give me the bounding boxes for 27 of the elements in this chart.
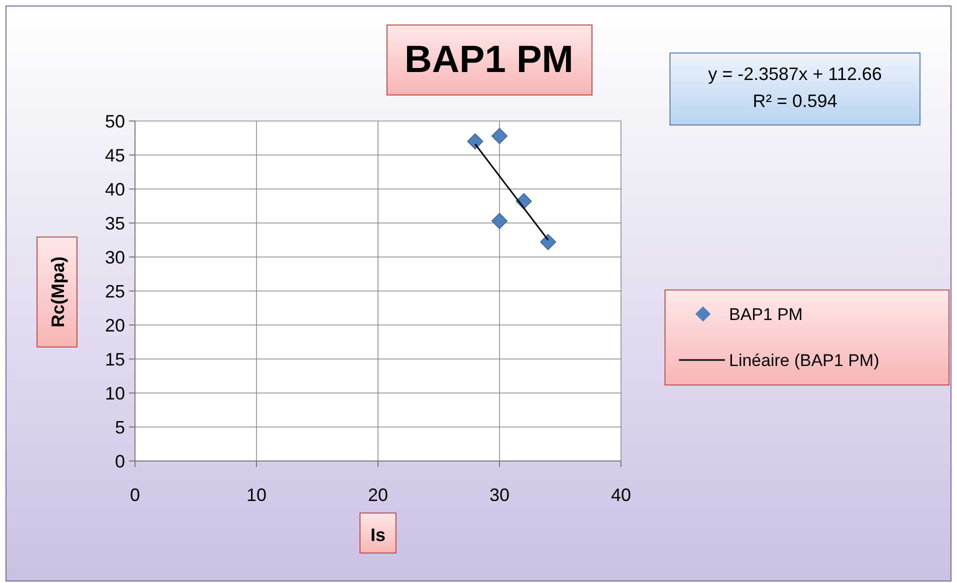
legend-label: Linéaire (BAP1 PM): [729, 350, 880, 370]
point: [540, 234, 556, 250]
point: [491, 212, 508, 230]
x-tick-label: 40: [610, 485, 632, 505]
x-tick-label: 30: [489, 485, 510, 505]
y-axis-title: Rc(Mpa): [48, 256, 68, 328]
y-tick-label: 35: [104, 213, 125, 234]
y-tick-label: 15: [104, 349, 125, 370]
x-tick-label: 10: [246, 485, 267, 505]
y-tick-label: 5: [114, 417, 125, 438]
point: [467, 133, 484, 150]
y-tick-label: 45: [104, 145, 125, 166]
chart-title: BAP1 PM: [404, 39, 574, 81]
y-tick-label: 10: [104, 383, 125, 404]
y-tick-label: 20: [104, 315, 125, 336]
y-tick-label: 30: [104, 247, 125, 268]
x-tick-label: 0: [130, 485, 140, 505]
y-tick-label: 50: [104, 111, 125, 132]
x-tick-label: 20: [368, 485, 388, 505]
y-tick-label: 25: [104, 281, 125, 302]
y-tick-label: 0: [114, 451, 125, 472]
text: y = -2.3587x + 112.66: [708, 64, 882, 84]
text: R² = 0.594: [752, 91, 838, 111]
y-tick-label: 40: [104, 179, 125, 200]
x-axis-title: Is: [370, 525, 386, 545]
legend-label: BAP1 PM: [729, 304, 803, 324]
point: [491, 128, 508, 144]
